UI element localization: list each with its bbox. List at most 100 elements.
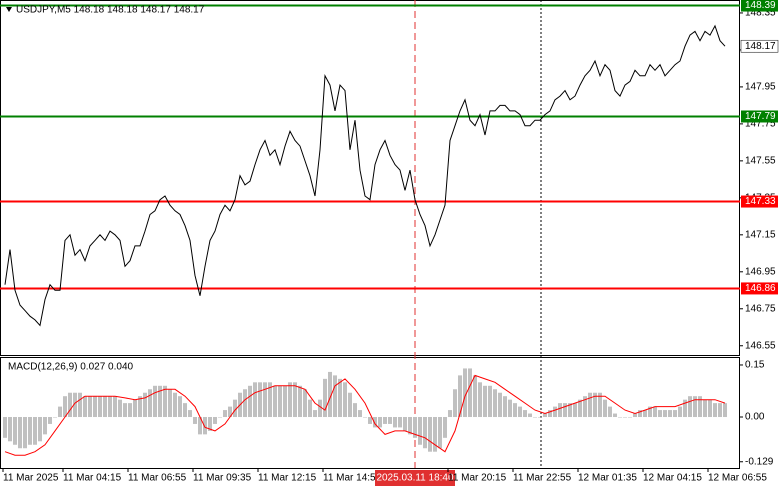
- y-tick-label: 148.35: [745, 8, 776, 19]
- y-tick-label: 147.55: [745, 156, 776, 167]
- macd-bar: [553, 406, 557, 418]
- macd-bar: [28, 417, 32, 445]
- level-label: 146.86: [745, 283, 776, 294]
- cursor-label: 2025.03.11 18:40: [376, 473, 454, 484]
- macd-bar: [363, 417, 367, 418]
- macd-bar: [723, 403, 727, 418]
- macd-bar: [333, 375, 337, 418]
- macd-bar: [423, 417, 427, 449]
- macd-bar: [498, 392, 502, 418]
- macd-bar: [713, 403, 717, 418]
- macd-bar: [388, 417, 392, 424]
- macd-bar: [123, 403, 127, 418]
- x-tick-label: 11 Mar 04:15: [63, 473, 122, 484]
- macd-bar: [678, 406, 682, 418]
- macd-bar: [38, 417, 42, 442]
- macd-bar: [208, 417, 212, 431]
- x-tick-label: 12 Mar 06:55: [708, 473, 767, 484]
- macd-bar: [183, 403, 187, 418]
- macd-bar: [408, 417, 412, 435]
- macd-bar: [633, 413, 637, 418]
- x-tick-label: 11 Mar 2025: [3, 473, 59, 484]
- level-label-bg: [741, 195, 778, 208]
- macd-bar: [378, 417, 382, 428]
- macd-bar: [23, 417, 27, 449]
- macd-bar: [563, 403, 567, 418]
- y-tick-label: 146.95: [745, 266, 776, 277]
- cursor-label-bg: [375, 470, 455, 486]
- macd-bar: [518, 406, 522, 418]
- macd-bar: [458, 375, 462, 418]
- macd-bar: [353, 403, 357, 418]
- level-label: 148.39: [745, 0, 776, 11]
- macd-bar: [683, 399, 687, 418]
- current-price-bg: [740, 39, 779, 53]
- macd-bar: [13, 417, 17, 445]
- macd-bar: [108, 396, 112, 418]
- macd-bar: [178, 396, 182, 418]
- level-label-bg: [741, 0, 778, 12]
- macd-bar: [593, 392, 597, 418]
- macd-bar: [608, 406, 612, 418]
- macd-bar: [18, 417, 22, 449]
- macd-bar: [558, 403, 562, 418]
- macd-bar: [568, 403, 572, 418]
- macd-bar: [523, 410, 527, 418]
- macd-bar: [453, 389, 457, 418]
- macd-bar: [203, 417, 207, 435]
- macd-bar: [8, 417, 12, 442]
- current-price-label: 148.17: [745, 41, 776, 52]
- macd-bar: [428, 417, 432, 452]
- macd-bar: [328, 371, 332, 418]
- macd-bar: [63, 396, 67, 418]
- macd-bar: [233, 399, 237, 418]
- macd-bar: [598, 392, 602, 418]
- macd-bar: [443, 417, 447, 438]
- macd-bar: [668, 410, 672, 418]
- macd-bar: [153, 385, 157, 418]
- chart-title: USDJPY,M5 148.18 148.18 148.17 148.17: [16, 5, 205, 16]
- macd-bar: [413, 417, 417, 438]
- macd-bar: [508, 399, 512, 418]
- macd-label: MACD(12,26,9) 0.027 0.040: [8, 362, 134, 373]
- macd-panel-frame: [0, 357, 740, 469]
- macd-bar: [143, 392, 147, 418]
- macd-bar: [283, 385, 287, 418]
- macd-bar: [148, 389, 152, 418]
- macd-bar: [318, 399, 322, 418]
- macd-bar: [248, 385, 252, 418]
- macd-bar: [708, 399, 712, 418]
- macd-bar: [438, 417, 442, 449]
- macd-bar: [158, 385, 162, 418]
- macd-bar: [398, 417, 402, 428]
- macd-bar: [698, 396, 702, 418]
- macd-bar: [338, 378, 342, 418]
- price-panel-frame: [0, 0, 740, 356]
- macd-bar: [198, 417, 202, 435]
- macd-bar: [613, 413, 617, 418]
- macd-bar: [53, 417, 57, 418]
- macd-bar: [528, 413, 532, 418]
- macd-bar: [3, 417, 7, 438]
- macd-bar: [393, 417, 397, 428]
- macd-bar: [128, 403, 132, 418]
- macd-bar: [243, 389, 247, 418]
- macd-bar: [663, 410, 667, 418]
- macd-bar: [218, 417, 222, 418]
- macd-bar: [448, 410, 452, 418]
- macd-bar: [583, 396, 587, 418]
- macd-bar: [133, 399, 137, 418]
- macd-bar: [268, 382, 272, 418]
- macd-bar: [93, 396, 97, 418]
- macd-signal: [4, 374, 726, 456]
- macd-bar: [113, 396, 117, 418]
- macd-bar: [33, 417, 37, 445]
- x-tick-label: 11 Mar 22:55: [513, 473, 572, 484]
- macd-bar: [228, 406, 232, 418]
- macd-bar: [578, 399, 582, 418]
- macd-bar: [503, 396, 507, 418]
- macd-bar: [493, 389, 497, 418]
- macd-bar: [623, 417, 627, 418]
- y-tick-label: 147.15: [745, 229, 776, 240]
- macd-bar: [618, 417, 622, 418]
